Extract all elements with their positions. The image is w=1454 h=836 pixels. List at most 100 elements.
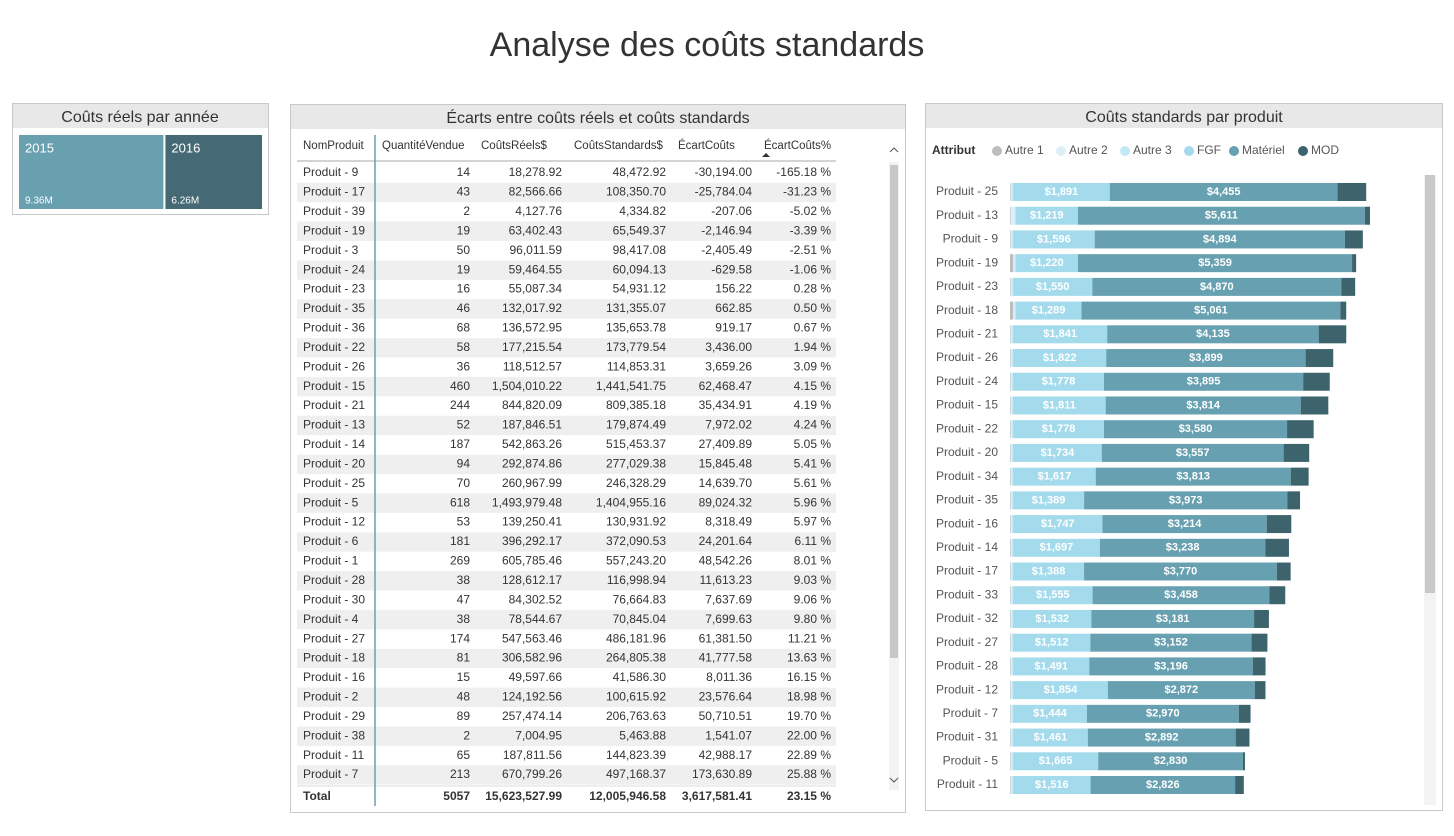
bar-segment: [1010, 277, 1011, 296]
table-cell: 136,572.95: [502, 321, 562, 335]
table-cell: 269: [450, 554, 470, 568]
bar-segment: [1012, 776, 1014, 794]
category-label: Produit - 11: [937, 777, 998, 791]
table-cell: -629.58: [711, 262, 752, 276]
bar-label: $1,854: [1044, 684, 1079, 696]
category-label: Produit - 18: [936, 303, 998, 317]
bar-segment: [1352, 254, 1357, 273]
row-band: [297, 493, 836, 513]
scroll-down[interactable]: [889, 777, 899, 783]
column-header: ÉcartCoûts: [678, 139, 735, 152]
category-label: Produit - 13: [936, 208, 998, 222]
bar-segment: [1010, 443, 1013, 462]
bar-segment: [1010, 681, 1013, 700]
bar-segment: [1266, 515, 1292, 534]
table-cell: 173,630.89: [692, 767, 752, 781]
table-cell: 670,799.26: [502, 767, 562, 781]
table-cell: 5.96 %: [794, 495, 832, 509]
bar-segment: [1099, 538, 1266, 557]
table-cell: Produit - 28: [303, 573, 365, 587]
bar-segment: [1013, 704, 1087, 723]
category-label: Produit - 7: [943, 706, 999, 720]
category-label: Produit - 25: [936, 184, 998, 198]
bar-segment: [1013, 538, 1100, 557]
bar-segment: [1078, 254, 1353, 273]
bar-segment: [1013, 254, 1015, 273]
bar-segment: [1287, 420, 1314, 439]
bar-segment: [1340, 301, 1347, 320]
tile-value: 9.36M: [25, 196, 53, 207]
bar-segment: [1254, 681, 1266, 700]
table-cell: 156.22: [715, 282, 752, 296]
table-cell: 460: [450, 379, 470, 393]
bar-segment: [1089, 657, 1253, 676]
category-label: Produit - 23: [936, 279, 998, 293]
bar-segment: [1084, 491, 1288, 510]
table-cell: 9.03 %: [794, 573, 832, 587]
bar-segment: [1013, 515, 1103, 534]
bar-label: $3,458: [1164, 589, 1198, 601]
scrollbar-thumb[interactable]: [1425, 175, 1435, 593]
bar-segment: [1013, 443, 1102, 462]
table-cell: 497,168.37: [606, 767, 666, 781]
bar-segment: [1251, 633, 1268, 652]
table-cell: 81: [457, 651, 471, 665]
bar-segment: [1012, 491, 1014, 510]
bar-label: $4,455: [1207, 186, 1241, 198]
bar-label: $1,550: [1036, 281, 1070, 293]
tile-value: 6.26M: [171, 196, 199, 207]
table-cell: 15,845.48: [699, 456, 753, 470]
total-cell: Total: [303, 789, 331, 803]
table-cell: 8.01 %: [794, 554, 832, 568]
bar-label: $1,220: [1030, 257, 1064, 269]
bar-segment: [1010, 206, 1011, 225]
bar-segment: [1012, 586, 1014, 605]
table-cell: -2.51 %: [790, 243, 832, 257]
scrollbar-thumb[interactable]: [890, 165, 898, 658]
table-cell: 177,215.54: [502, 340, 562, 354]
bar-segment: [1010, 752, 1011, 771]
legend-marker: [1120, 146, 1130, 156]
table-cell: 2: [463, 204, 470, 218]
bar-segment: [1254, 609, 1269, 628]
table-cell: Produit - 13: [303, 418, 365, 432]
table-cell: -207.06: [711, 204, 752, 218]
bar-segment: [1238, 704, 1251, 723]
table-cell: 98,417.08: [613, 243, 667, 257]
column-header: ÉcartCoûts%: [764, 139, 831, 152]
table-cell: 187,811.56: [503, 748, 562, 762]
table-cell: 3,436.00: [705, 340, 752, 354]
bar-segment: [1107, 681, 1255, 700]
bar-label: $1,512: [1035, 637, 1069, 649]
table-cell: 13.63 %: [787, 651, 831, 665]
table-cell: 135,653.78: [606, 321, 666, 335]
bar-segment: [1012, 609, 1014, 628]
category-label: Produit - 32: [936, 611, 998, 625]
table-cell: 46: [457, 301, 471, 315]
table-cell: 60,094.13: [613, 262, 667, 276]
legend-label: Autre 3: [1133, 143, 1172, 157]
table-cell: 187,846.51: [502, 418, 562, 432]
table-cell: 59,464.55: [509, 262, 563, 276]
bar-segment: [1010, 467, 1011, 486]
bar-segment: [1015, 206, 1078, 225]
bar-segment: [1013, 301, 1015, 320]
bar-segment: [1103, 372, 1304, 391]
bar-segment: [1013, 277, 1093, 296]
total-cell: 23.15 %: [787, 789, 831, 803]
table-cell: Produit - 36: [303, 321, 365, 335]
table-cell: 174: [450, 631, 470, 645]
table-cell: 4.19 %: [794, 398, 832, 412]
bar-label: $1,555: [1036, 589, 1070, 601]
scroll-up[interactable]: [889, 147, 899, 153]
table-cell: 7,637.69: [705, 592, 752, 606]
table-cell: Produit - 14: [303, 437, 365, 451]
table-cell: 547,563.46: [502, 631, 562, 645]
legend-marker: [1184, 146, 1194, 156]
bar-segment: [1010, 562, 1013, 581]
table-cell: 396,292.17: [502, 534, 562, 548]
table-cell: -1.06 %: [790, 262, 832, 276]
bar-label: $2,970: [1146, 708, 1180, 720]
table-cell: Produit - 23: [303, 282, 365, 296]
table-cell: 52: [457, 418, 471, 432]
